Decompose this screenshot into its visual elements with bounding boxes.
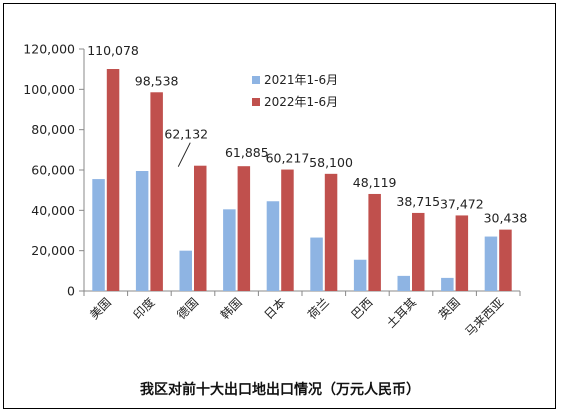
bar-2022	[194, 165, 207, 291]
y-tick-label: 120,000	[23, 42, 75, 57]
bar-2022	[455, 215, 469, 291]
bar-2022	[499, 229, 512, 291]
bar-2021	[266, 201, 280, 291]
bar-2021	[310, 237, 323, 291]
x-category-label: 土耳其	[384, 295, 419, 330]
data-label: 58,100	[309, 155, 353, 170]
data-label: 48,119	[353, 175, 397, 190]
legend-label-2022: 2022年1-6月	[264, 95, 338, 109]
data-label: 37,472	[440, 196, 484, 211]
leader-line	[177, 142, 191, 167]
bar-2021	[353, 259, 367, 291]
bar-2022	[150, 92, 163, 291]
y-tick-label: 100,000	[23, 82, 75, 97]
chart-title: 我区对前十大出口地出口情况（万元人民币）	[140, 381, 420, 398]
data-label: 60,217	[266, 151, 310, 166]
legend-label-2021: 2021年1-6月	[264, 73, 338, 87]
data-label: 62,132	[164, 127, 208, 142]
legend: 2021年1-6月 2022年1-6月	[252, 73, 338, 109]
bar-2022	[368, 193, 381, 291]
bar-2021	[135, 171, 149, 291]
bar-2021	[441, 277, 454, 291]
x-category-label: 印度	[130, 295, 158, 323]
x-category-label: 美国	[87, 295, 114, 322]
legend-swatch-2022	[252, 98, 260, 106]
y-tick-label: 0	[67, 284, 75, 299]
bar-2021	[92, 179, 105, 291]
legend-swatch-2021	[252, 76, 260, 84]
y-tick-label: 80,000	[31, 122, 75, 137]
x-category-label: 荷兰	[305, 295, 332, 322]
bar-2022	[324, 173, 338, 291]
bar-2022	[412, 212, 425, 291]
data-label: 38,715	[396, 194, 440, 209]
data-label: 61,885	[225, 145, 269, 160]
bar-2021	[484, 236, 498, 291]
x-category-label: 德国	[174, 295, 202, 323]
x-category-label: 英国	[436, 295, 463, 322]
y-tick-label: 20,000	[31, 243, 75, 258]
bar-2022	[281, 169, 294, 291]
data-label: 98,538	[135, 73, 179, 88]
x-category-label: 马来西亚	[462, 295, 506, 339]
x-category-label: 韩国	[217, 295, 245, 323]
bar-2021	[397, 275, 410, 291]
y-tick-label: 40,000	[31, 203, 75, 218]
y-tick-label: 60,000	[31, 163, 75, 178]
data-label: 110,078	[87, 43, 139, 58]
bar-2021	[179, 250, 192, 291]
bar-2022	[237, 166, 251, 291]
x-category-label: 巴西	[349, 295, 376, 322]
data-label: 30,438	[484, 211, 528, 226]
bars	[92, 69, 512, 291]
bar-2022	[106, 69, 120, 291]
x-category-label: 日本	[261, 295, 288, 322]
bar-2021	[223, 209, 236, 291]
